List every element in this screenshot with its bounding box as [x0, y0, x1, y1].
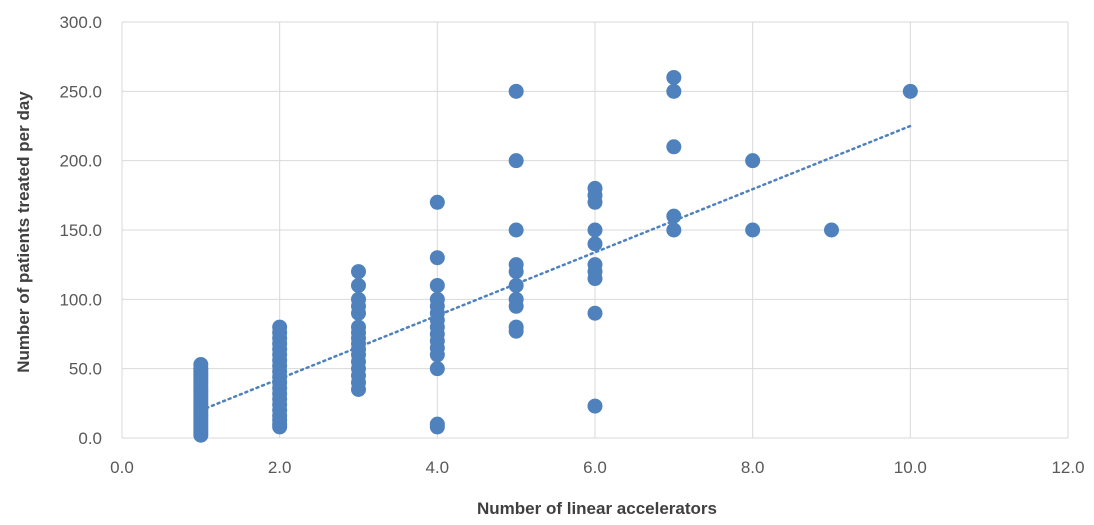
x-tick-label: 4.0: [426, 458, 450, 477]
data-point: [587, 180, 603, 196]
data-point: [666, 83, 682, 99]
data-point: [587, 398, 603, 414]
y-tick-label: 150.0: [59, 221, 102, 240]
data-point: [351, 319, 366, 335]
data-point: [429, 250, 445, 266]
data-point: [508, 277, 524, 293]
x-tick-label: 2.0: [268, 458, 292, 477]
data-point: [666, 208, 682, 224]
data-point: [666, 222, 682, 238]
trendline: [199, 124, 912, 412]
y-tick-label: 100.0: [59, 290, 102, 309]
data-point: [508, 222, 524, 238]
y-tick-label: 200.0: [59, 152, 102, 171]
data-point: [587, 236, 603, 252]
x-axis-tick-labels: 0.0 2.0 4.0 6.0 8.0 10.0 12.0: [110, 458, 1084, 477]
data-point: [508, 319, 524, 335]
data-point: [429, 194, 445, 210]
data-point: [429, 361, 445, 377]
data-point: [745, 153, 761, 169]
data-point: [587, 305, 603, 321]
y-tick-label: 0.0: [78, 429, 102, 448]
data-point: [429, 416, 445, 432]
data-point: [508, 83, 524, 99]
data-point: [272, 319, 288, 335]
x-tick-label: 0.0: [110, 458, 134, 477]
x-tick-label: 6.0: [583, 458, 607, 477]
data-point: [351, 264, 366, 280]
data-point: [508, 291, 524, 307]
data-point: [193, 357, 209, 373]
data-point: [351, 277, 366, 293]
data-point: [508, 153, 524, 169]
y-tick-label: 50.0: [69, 360, 102, 379]
data-point: [429, 277, 445, 293]
data-point: [351, 291, 366, 307]
x-axis-title: Number of linear accelerators: [477, 499, 717, 518]
data-point: [429, 291, 445, 307]
x-tick-label: 10.0: [894, 458, 927, 477]
x-tick-label: 12.0: [1051, 458, 1084, 477]
data-point: [587, 257, 603, 273]
x-tick-label: 8.0: [741, 458, 765, 477]
y-tick-label: 250.0: [59, 82, 102, 101]
y-axis-title: Number of patients treated per day: [14, 91, 33, 373]
data-point: [824, 222, 839, 238]
data-point: [508, 257, 524, 273]
data-point: [666, 139, 682, 155]
y-axis-tick-labels: 0.0 50.0 100.0 150.0 200.0 250.0 300.0: [59, 13, 102, 448]
data-point: [902, 83, 918, 99]
y-tick-label: 300.0: [59, 13, 102, 32]
data-point: [745, 222, 761, 238]
data-points: [193, 69, 918, 443]
data-point: [666, 69, 682, 85]
data-point: [587, 222, 603, 238]
